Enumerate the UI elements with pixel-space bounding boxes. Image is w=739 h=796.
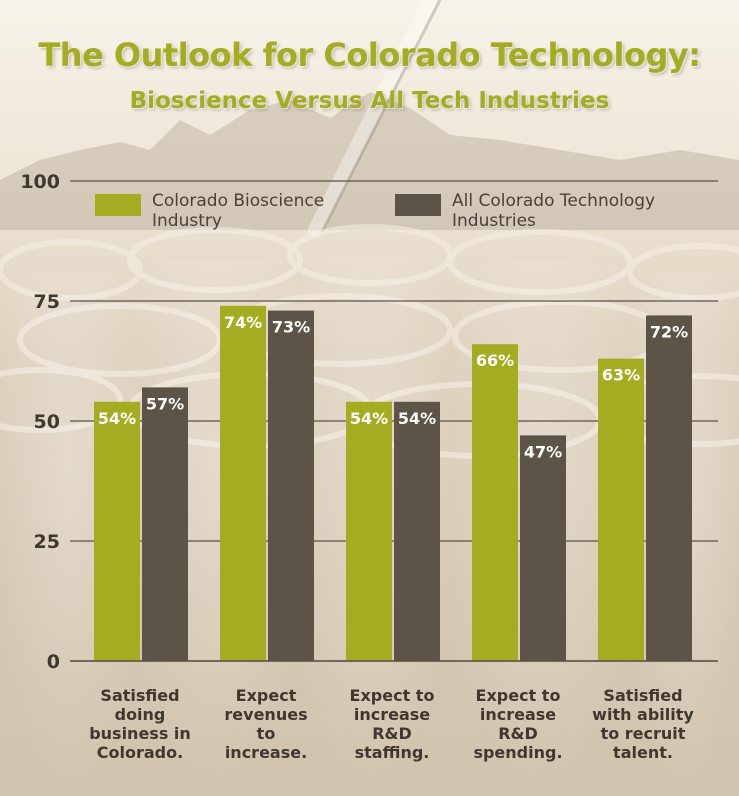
data-label: 63% [602,366,640,385]
category-label-line: R&D [498,724,538,743]
data-label: 66% [476,351,514,370]
category-label-line: to [256,724,276,743]
category-label: Expect to increase R&D spending. [458,686,578,762]
y-tick-label: 100 [20,171,60,193]
category-label-line: with ability [592,705,694,724]
category-label-line: staffing. [354,743,430,762]
legend-label-line: Industries [452,211,536,231]
data-label: 47% [524,442,562,461]
category-label-line: Satisfied [100,686,180,705]
bar-all-tech [646,315,692,661]
legend-label-line: All Colorado Technology [452,191,656,211]
category-label-line: increase [479,705,557,724]
bar-all-tech [520,435,566,661]
legend-swatch-bioscience [95,194,141,216]
y-tick-label: 0 [47,651,60,673]
category-label-line: talent. [613,743,673,762]
bar-all-tech [142,387,188,661]
legend-label-line: Colorado Bioscience [152,191,325,211]
bar-bioscience [598,358,644,661]
category-label-line: Satisfied [603,686,683,705]
data-label: 72% [650,322,688,341]
legend-label-line: Industry [152,211,222,231]
category-label: Satisfied doing business in Colorado. [80,686,200,762]
y-tick-label: 25 [34,531,60,553]
bar-bioscience [94,401,140,661]
legend-label-all-tech: All Colorado Technology Industries [452,191,702,231]
chart-title: The Outlook for Colorado Technology: [38,36,701,74]
category-label-line: R&D [372,724,412,743]
legend-label-bioscience: Colorado Bioscience Industry [152,191,402,231]
bar-bioscience [472,344,518,661]
data-label: 54% [98,409,136,428]
category-label: Satisfied with ability to recruit talent… [583,686,703,762]
category-label-line: doing [114,705,166,724]
data-label: 54% [350,409,388,428]
category-label-line: business in [89,724,191,743]
bar-all-tech [268,310,314,661]
y-tick-label: 50 [34,411,60,433]
category-label-line: Expect to [349,686,435,705]
category-label-line: Expect to [475,686,561,705]
pipette-tube-shadow [320,0,442,233]
category-label-line: increase. [224,743,308,762]
bar-bioscience [346,401,392,661]
legend-swatch-all-tech [395,194,441,216]
chart-subtitle: Bioscience Versus All Tech Industries [129,88,610,114]
category-label-line: Colorado. [96,743,184,762]
pipette-tube [308,0,437,237]
category-label-line: Expect [235,686,297,705]
data-label: 73% [272,318,310,337]
y-tick-label: 75 [34,291,60,313]
data-label: 74% [224,313,262,332]
category-label: Expect to increase R&D staffing. [332,686,452,762]
category-label-line: spending. [473,743,563,762]
data-label: 54% [398,409,436,428]
category-label-line: increase [353,705,431,724]
category-label-line: to recruit [600,724,686,743]
category-label: Expect revenues to increase. [206,686,326,762]
mountain-silhouette [0,92,739,230]
data-label: 57% [146,394,184,413]
category-label-line: revenues [224,705,308,724]
bar-bioscience [220,305,266,661]
bar-all-tech [394,401,440,661]
